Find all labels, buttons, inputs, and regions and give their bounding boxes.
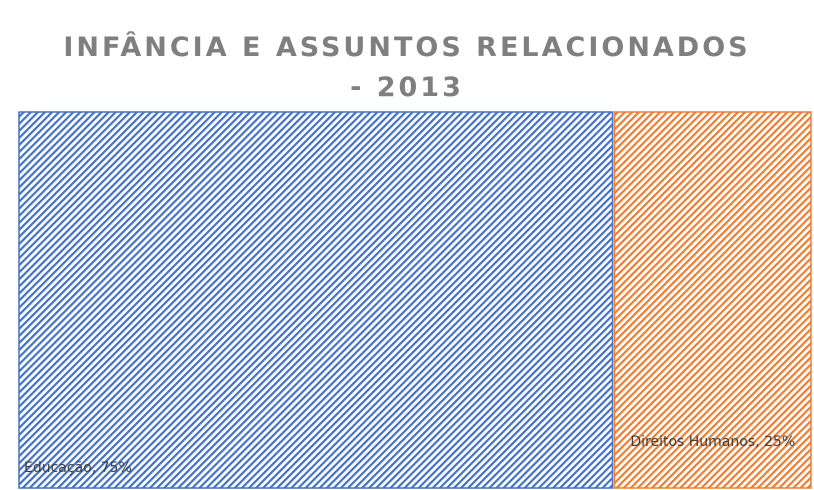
treemap-tile [613,111,812,489]
treemap-tile [18,111,614,489]
data-label: Educação, 75% [24,460,132,476]
data-label: Direitos Humanos, 25% [630,434,796,450]
chart-title: INFÂNCIA E ASSUNTOS RELACIONADOS - 2013 [63,32,751,103]
